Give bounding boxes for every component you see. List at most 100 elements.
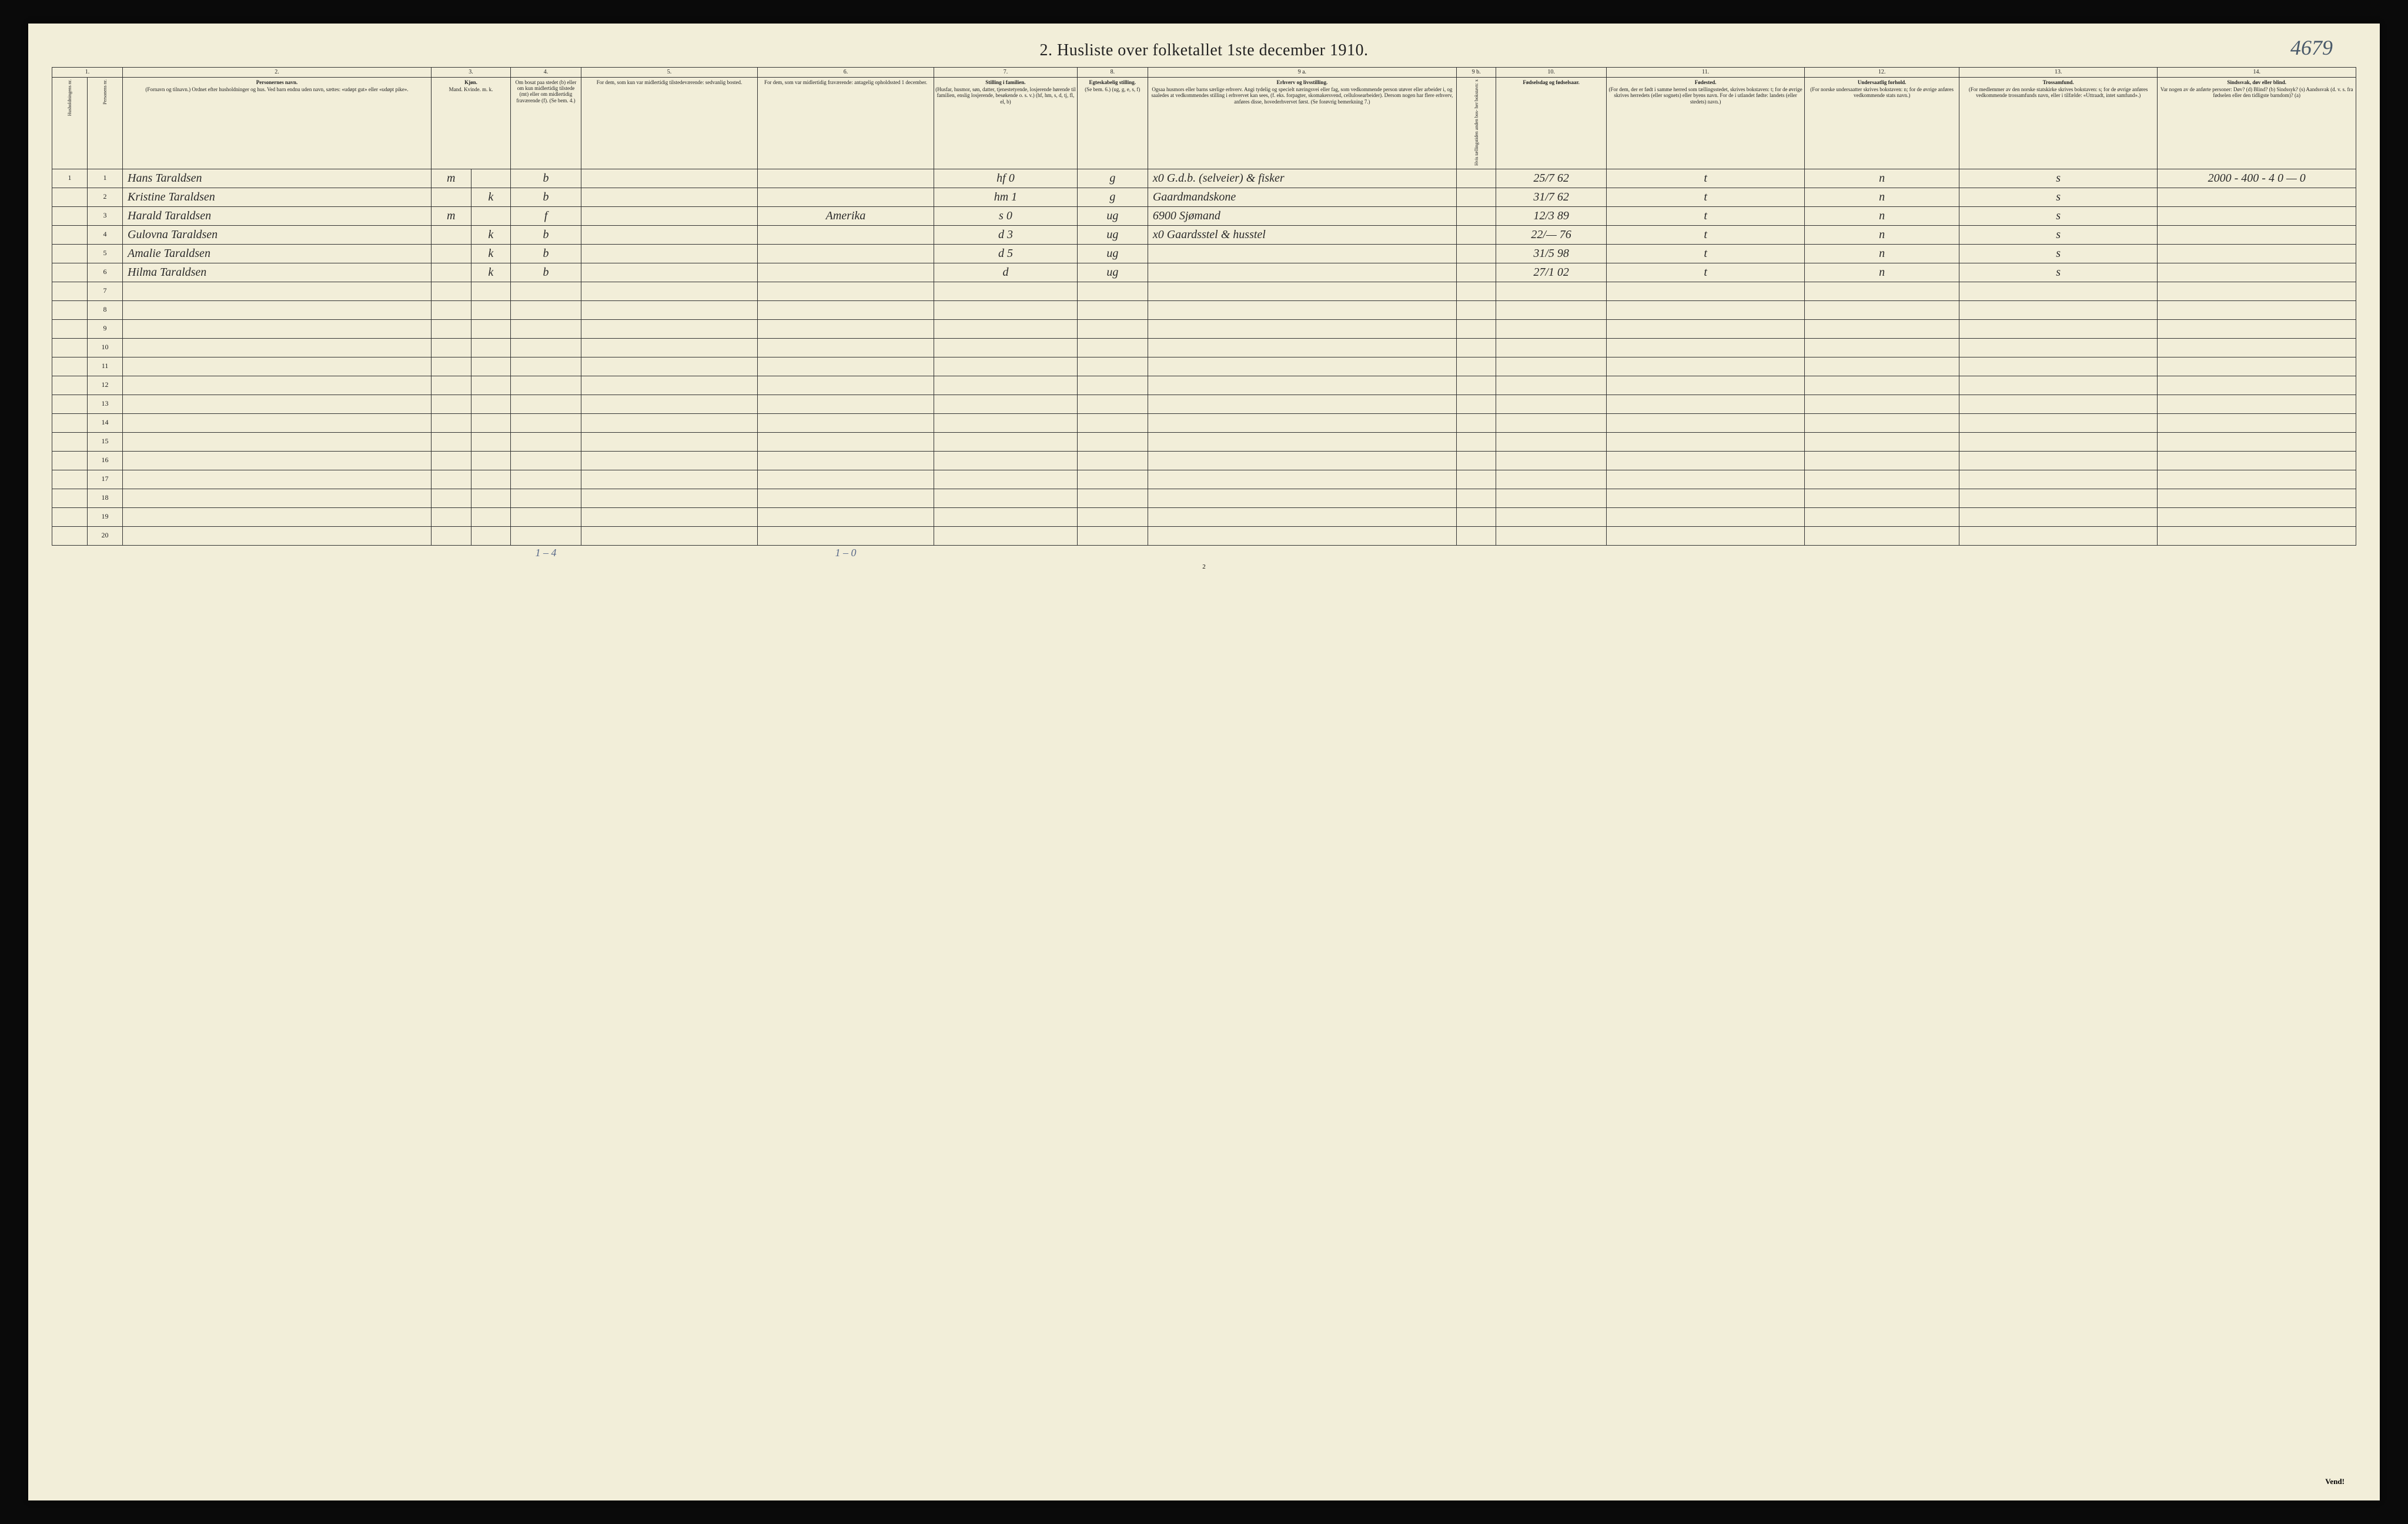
- cell-note: [2158, 244, 2356, 263]
- cell-birthplace: t: [1606, 225, 1805, 244]
- cell-empty: [471, 319, 511, 338]
- cell-empty: [1077, 470, 1148, 489]
- cell-empty: [432, 470, 471, 489]
- cell-hh: [52, 206, 88, 225]
- cell-empty: [1805, 395, 1959, 413]
- cell-sex-m: [432, 244, 471, 263]
- h9b: Hvis tællingstiden anden bos- her boksta…: [1456, 77, 1496, 169]
- cell-sex-k: [471, 169, 511, 188]
- cell-empty: [581, 300, 758, 319]
- column-header-row: Husholdningens nr. Personens nr. Persone…: [52, 77, 2356, 169]
- cell-empty: [934, 413, 1078, 432]
- cell-empty: [2158, 376, 2356, 395]
- cell-empty: [511, 507, 581, 526]
- cell-empty: [581, 395, 758, 413]
- cell-empty: [511, 413, 581, 432]
- cell-empty: [123, 319, 432, 338]
- cell-empty: 13: [88, 395, 123, 413]
- table-row-empty: 18: [52, 489, 2356, 507]
- cell-empty: [2158, 300, 2356, 319]
- cell-empty: [1496, 319, 1607, 338]
- cell-empty: [1456, 319, 1496, 338]
- cell-empty: [1148, 507, 1456, 526]
- cell-empty: [1805, 526, 1959, 545]
- table-row-empty: 16: [52, 451, 2356, 470]
- cell-empty: [1148, 470, 1456, 489]
- cell-empty: [934, 282, 1078, 300]
- cell-empty: [1077, 282, 1148, 300]
- cell-empty: [1959, 489, 2158, 507]
- cell-empty: [1496, 300, 1607, 319]
- cell-empty: [1148, 282, 1456, 300]
- cell-empty: [934, 357, 1078, 376]
- cell-empty: [1606, 300, 1805, 319]
- cell-empty: [123, 413, 432, 432]
- cell-empty: [432, 319, 471, 338]
- cell-sex-m: [432, 263, 471, 282]
- cell-mar: ug: [1077, 225, 1148, 244]
- cell-name: Hans Taraldsen: [123, 169, 432, 188]
- cell-hh: 1: [52, 169, 88, 188]
- footer-cell: [123, 545, 432, 560]
- cell-fam: hf 0: [934, 169, 1078, 188]
- cell-empty: [2158, 282, 2356, 300]
- cell-empty: 10: [88, 338, 123, 357]
- cell-nat: n: [1805, 225, 1959, 244]
- cell-temp: [581, 225, 758, 244]
- cell-empty: [1456, 376, 1496, 395]
- cell-empty: [1606, 526, 1805, 545]
- cell-empty: [758, 526, 934, 545]
- cell-empty: [1959, 526, 2158, 545]
- cell-empty: [123, 451, 432, 470]
- cell-fam: d 3: [934, 225, 1078, 244]
- cell-empty: 20: [88, 526, 123, 545]
- cell-empty: [581, 282, 758, 300]
- cell-empty: [432, 282, 471, 300]
- cell-empty: [1606, 451, 1805, 470]
- cell-empty: [511, 489, 581, 507]
- cell-9b: [1456, 206, 1496, 225]
- cell-empty: [511, 451, 581, 470]
- cell-empty: [1148, 395, 1456, 413]
- cell-empty: [1959, 338, 2158, 357]
- cell-empty: [1606, 376, 1805, 395]
- cell-empty: [1456, 413, 1496, 432]
- cell-empty: [934, 507, 1078, 526]
- table-row-empty: 9: [52, 319, 2356, 338]
- cell-empty: [1805, 282, 1959, 300]
- cell-away: [758, 244, 934, 263]
- cell-note: [2158, 206, 2356, 225]
- h7: Stilling i familien.(Husfar, husmor, søn…: [934, 77, 1078, 169]
- cell-empty: [52, 357, 88, 376]
- cell-empty: [2158, 319, 2356, 338]
- cell-empty: [2158, 489, 2356, 507]
- cell-empty: [1959, 282, 2158, 300]
- cell-res: b: [511, 225, 581, 244]
- cell-empty: [432, 413, 471, 432]
- column-number-row: 1. 2. 3. 4. 5. 6. 7. 8. 9 a. 9 b. 10. 11…: [52, 68, 2356, 78]
- cell-empty: [1959, 376, 2158, 395]
- table-header: 1. 2. 3. 4. 5. 6. 7. 8. 9 a. 9 b. 10. 11…: [52, 68, 2356, 169]
- cell-empty: [511, 338, 581, 357]
- cell-empty: [581, 489, 758, 507]
- cell-temp: [581, 263, 758, 282]
- cell-empty: [581, 413, 758, 432]
- cell-empty: [1496, 451, 1607, 470]
- cell-empty: [758, 451, 934, 470]
- cell-9b: [1456, 225, 1496, 244]
- cell-rel: s: [1959, 263, 2158, 282]
- colnum-9a: 9 a.: [1148, 68, 1456, 78]
- cell-empty: [1456, 526, 1496, 545]
- cell-empty: [1606, 507, 1805, 526]
- cell-empty: 16: [88, 451, 123, 470]
- cell-empty: [432, 451, 471, 470]
- cell-empty: [2158, 432, 2356, 451]
- cell-empty: 12: [88, 376, 123, 395]
- cell-empty: [934, 319, 1078, 338]
- cell-empty: [1496, 338, 1607, 357]
- cell-occ: Gaardmandskone: [1148, 188, 1456, 206]
- cell-rel: s: [1959, 225, 2158, 244]
- cell-empty: [1148, 300, 1456, 319]
- table-row: 5Amalie Taraldsenkbd 5ug31/5 98tns: [52, 244, 2356, 263]
- cell-birthplace: t: [1606, 206, 1805, 225]
